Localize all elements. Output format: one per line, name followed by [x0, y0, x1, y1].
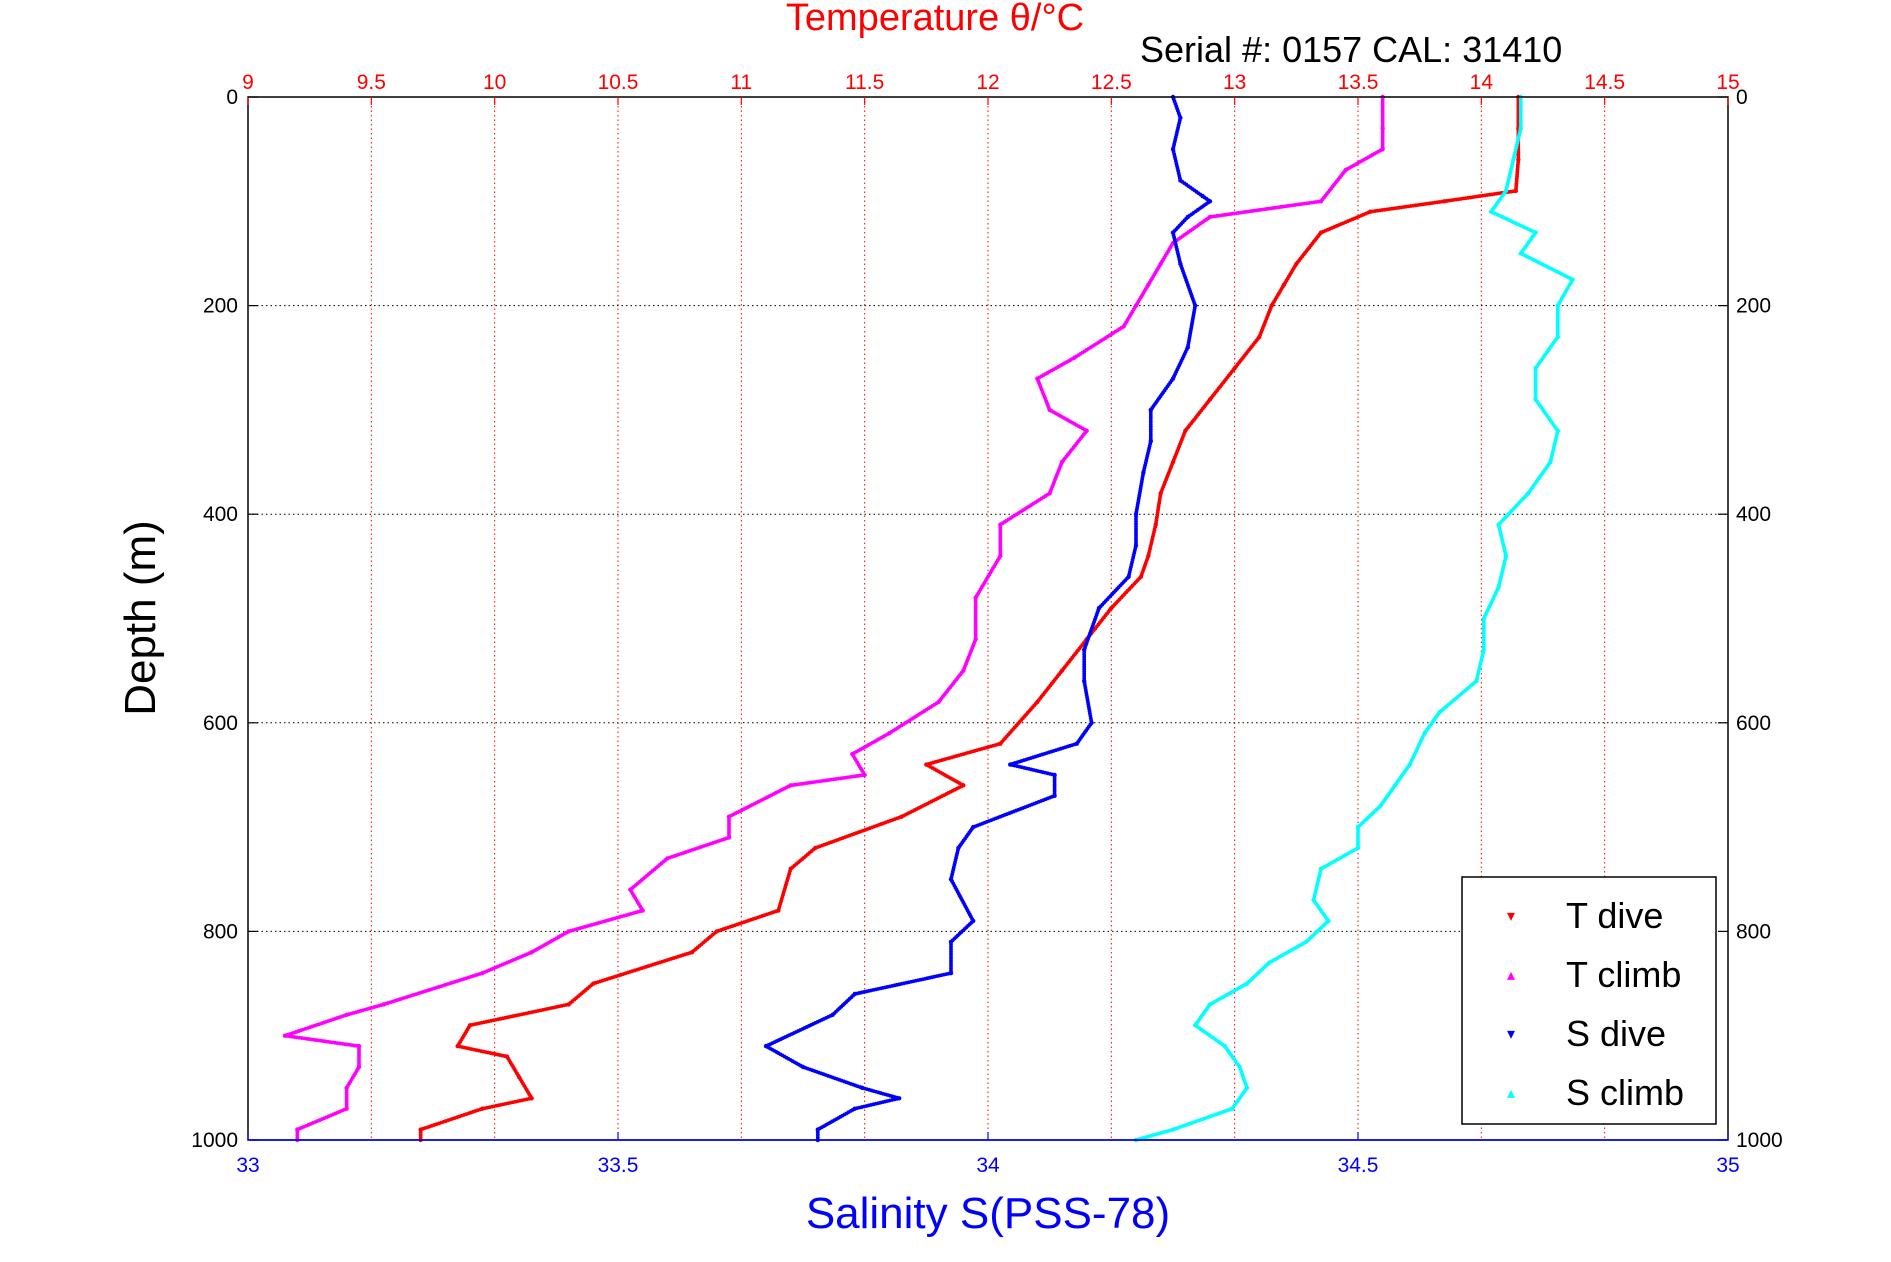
series-s-dive [763, 94, 1213, 1143]
y-axis-label: Depth (m) [116, 520, 165, 716]
top-axis-tick-label: 15 [1716, 71, 1739, 94]
top-axis-tick-label: 12.5 [1091, 71, 1132, 94]
legend-marker: ▾ [1507, 1024, 1515, 1043]
top-axis-tick-label: 13 [1223, 71, 1246, 94]
legend-label: T climb [1566, 954, 1681, 995]
top-axis-tick-label: 10 [483, 71, 506, 94]
data-point [815, 1132, 820, 1137]
legend: ▾ T dive ▴ T climb ▾ S dive ▴ S climb [1461, 876, 1717, 1125]
left-axis-tick-label: 200 [203, 295, 238, 318]
top-axis-tick-label: 10.5 [598, 71, 639, 94]
temperature-axis-title: Temperature θ/°C [786, 0, 1084, 39]
top-axis-tick-label: 11 [730, 71, 752, 94]
left-axis-tick-label: 1000 [191, 1129, 238, 1152]
data-point [418, 1130, 423, 1135]
data-point [815, 1130, 820, 1135]
top-axis-tick-label: 9.5 [357, 71, 386, 94]
series-s-climb [1133, 94, 1575, 1143]
bottom-axis-tick-label: 34.5 [1338, 1154, 1379, 1177]
right-axis-tick-label: 400 [1736, 503, 1771, 526]
data-point [295, 1132, 300, 1137]
serial-cal-label: Serial #: 0157 CAL: 31410 [1140, 29, 1562, 70]
bottom-axis-tick-label: 35 [1716, 1154, 1739, 1177]
legend-marker: ▴ [1507, 965, 1515, 984]
legend-marker: ▴ [1507, 1083, 1515, 1102]
right-axis-tick-label: 1000 [1736, 1129, 1783, 1152]
right-axis-tick-label: 200 [1736, 295, 1771, 318]
left-axis-tick-label: 0 [226, 86, 238, 109]
legend-marker: ▾ [1507, 906, 1515, 925]
top-axis-tick-label: 13.5 [1338, 71, 1379, 94]
data-point [418, 1132, 423, 1137]
right-axis-tick-label: 600 [1736, 712, 1771, 735]
legend-label: S dive [1566, 1013, 1666, 1054]
right-axis-tick-label: 0 [1736, 86, 1748, 109]
top-axis-tick-label: 9 [242, 71, 254, 94]
left-axis-tick-label: 600 [203, 712, 238, 735]
data-points [282, 94, 1575, 1143]
right-axis-tick-label: 800 [1736, 920, 1771, 943]
data-point [295, 1130, 300, 1135]
top-axis-tick-label: 12 [976, 71, 999, 94]
series-t-dive [418, 94, 1521, 1143]
salinity-axis-title: Salinity S(PSS-78) [806, 1189, 1170, 1238]
axes: 9 9.5 10 10.5 11 11.5 12 12.5 13 13.5 14 14.5 150 020… [191, 71, 1782, 1177]
bottom-axis-tick-label: 33.5 [598, 1154, 639, 1177]
legend-label: S climb [1566, 1072, 1684, 1113]
legend-label: T dive [1566, 895, 1663, 936]
series-t-climb [282, 94, 1385, 1143]
top-axis-tick-label: 14 [1470, 71, 1494, 94]
left-axis-tick-label: 800 [203, 920, 238, 943]
left-axis-tick-label: 400 [203, 503, 238, 526]
bottom-axis-tick-label: 33 [236, 1154, 259, 1177]
legend-box [1461, 876, 1717, 1125]
bottom-axis-tick-label: 34 [976, 1154, 1000, 1177]
top-axis-tick-label: 14.5 [1584, 71, 1625, 94]
top-axis-tick-label: 11.5 [845, 71, 884, 94]
